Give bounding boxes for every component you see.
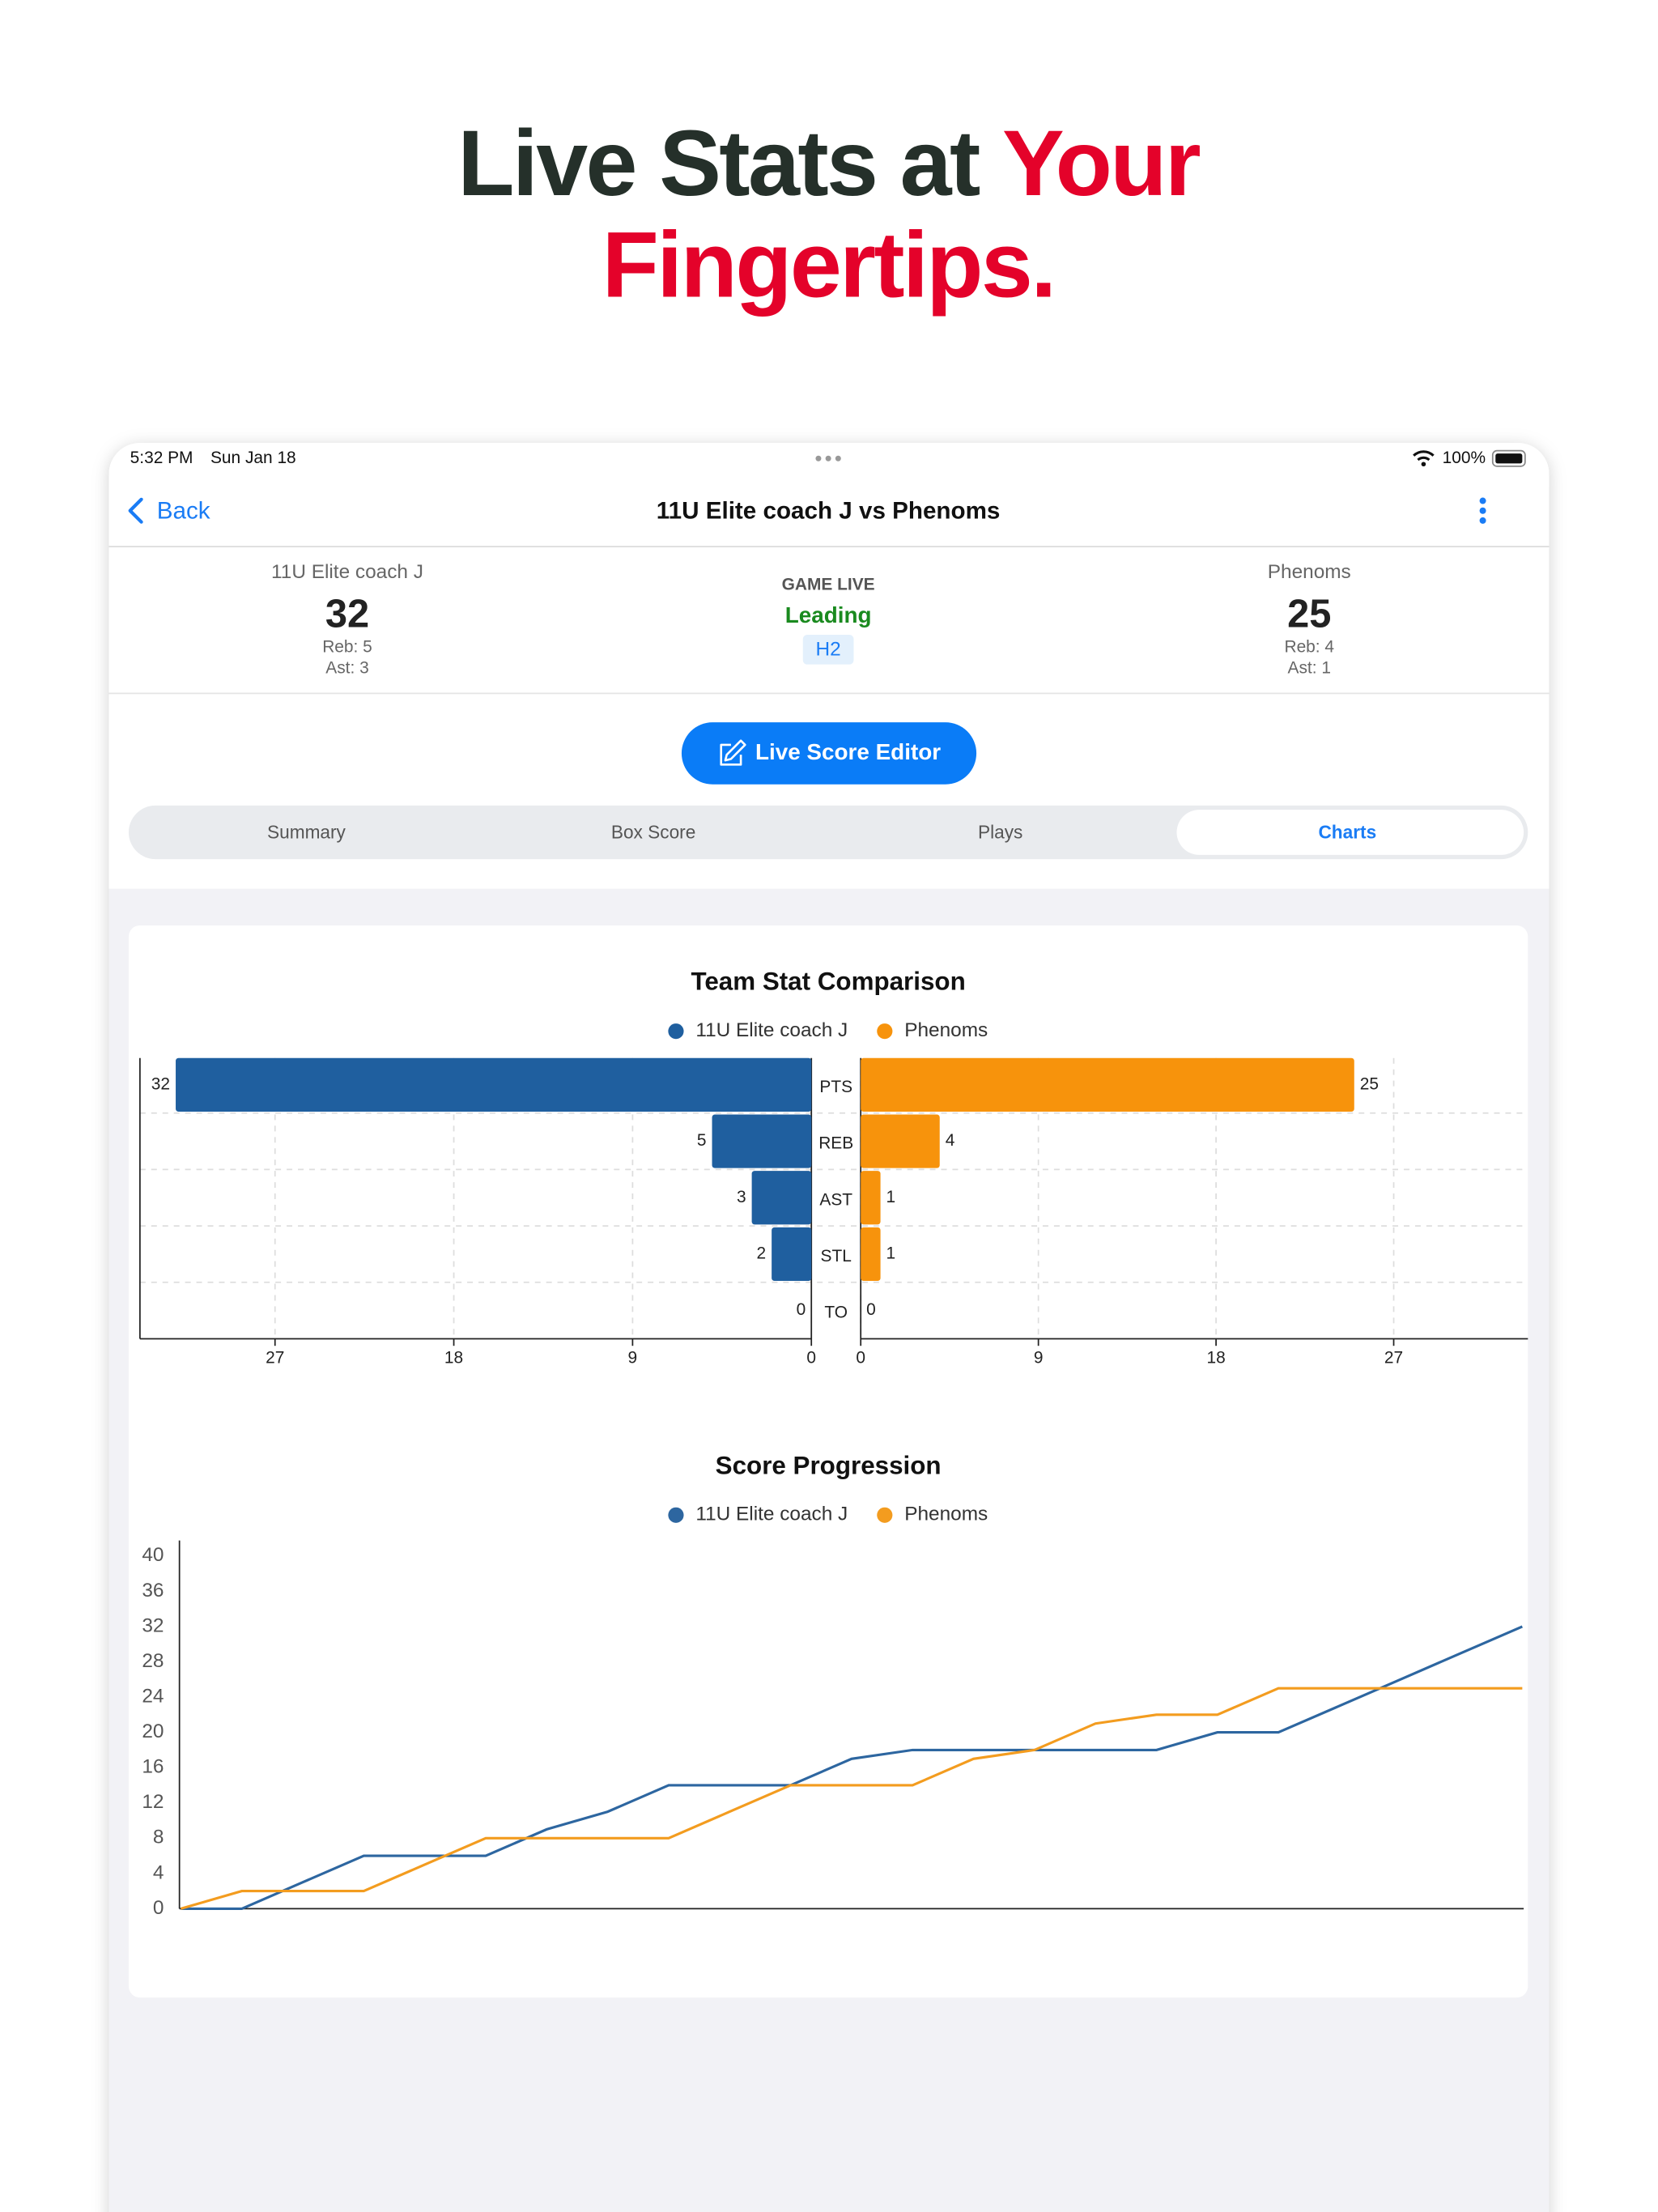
y-tick-label: 12 [142,1791,164,1813]
home-ast: Ast: 3 [325,658,368,677]
y-tick-label: 40 [142,1544,164,1566]
line-series [180,1687,1523,1910]
button-background [681,722,977,785]
tab[interactable]: Box Score [611,822,695,843]
battery-level [1495,453,1523,464]
headline-text: Live Stats at [457,112,980,215]
legend-swatch [668,1507,684,1523]
y-tick-label: 28 [142,1650,164,1672]
headline-line2: Fingertips. [602,214,1055,317]
legend-label: 11U Elite coach J [695,1504,848,1525]
legend-label: Phenoms [904,1504,988,1525]
away-score: 25 [1287,592,1331,636]
chart-title: Score Progression [716,1451,942,1479]
x-tick-label: 9 [1034,1348,1044,1367]
y-tick-label: 8 [153,1827,164,1848]
period-label: H2 [816,639,841,661]
x-tick-label: 27 [1384,1348,1403,1367]
legend-label: Phenoms [904,1019,988,1041]
tab[interactable]: Summary [267,822,346,843]
x-tick-label: 0 [856,1348,865,1367]
y-tick-label: 20 [142,1721,164,1742]
value-label: 0 [797,1300,806,1319]
more-menu[interactable] [1479,497,1486,524]
live-score-editor-button[interactable]: Live Score Editor [681,722,977,785]
y-tick-label: 4 [153,1861,164,1883]
legend-swatch [877,1507,893,1523]
home-score: 32 [325,592,369,636]
tab-bar [128,805,1528,860]
bar [751,1171,812,1225]
battery-outline [1491,449,1526,467]
tab[interactable]: Charts [1318,822,1376,843]
back-chevron [128,497,143,524]
button-label: Live Score Editor [755,739,941,764]
status-date: Sun Jan 18 [210,449,296,467]
value-label: 5 [697,1131,707,1150]
back-button[interactable]: Back [128,497,210,524]
category-label: TO [824,1304,848,1322]
bar [772,1227,812,1282]
x-tick-label: 18 [1206,1348,1225,1367]
status-battery: 100% [1443,449,1486,467]
bar [176,1057,812,1112]
y-tick-label: 0 [153,1897,164,1919]
value-label: 3 [737,1188,746,1206]
chart-card [128,925,1528,1998]
home-name: 11U Elite coach J [271,561,423,583]
value-label: 1 [886,1188,896,1206]
tab-selected-background [1176,810,1524,855]
game-status: GAME LIVE [782,576,875,594]
nav-title: 11U Elite coach J vs Phenoms [657,497,1001,524]
bar [712,1114,812,1168]
value-label: 4 [946,1131,955,1150]
headline: Live Stats at Your [457,112,1200,215]
away-reb: Reb: 4 [1284,637,1334,656]
period-badge [802,635,854,665]
x-tick-label: 9 [628,1348,638,1367]
edit-icon [720,739,746,766]
legend-swatch [877,1023,893,1040]
x-tick-label: 27 [266,1348,284,1367]
value-label: 32 [151,1074,170,1093]
multitask-dots [815,455,841,462]
legend-label: 11U Elite coach J [695,1019,848,1041]
y-tick-label: 32 [142,1614,164,1636]
value-label: 0 [866,1300,876,1319]
category-label: PTS [819,1078,852,1096]
y-tick-label: 24 [142,1685,164,1707]
line-series [181,1625,1523,1910]
bar [861,1057,1354,1112]
tab[interactable]: Plays [978,822,1022,843]
x-tick-label: 0 [806,1348,816,1367]
category-label: STL [821,1247,852,1266]
category-label: AST [819,1190,852,1209]
bar [861,1114,940,1168]
status-time: 5:32 PM [130,449,193,467]
legend-swatch [668,1023,684,1040]
value-label: 25 [1360,1074,1379,1093]
game-state: Leading [785,602,872,627]
back-label: Back [157,497,210,524]
y-tick-label: 36 [142,1580,164,1602]
value-label: 1 [886,1244,896,1262]
y-tick-label: 16 [142,1756,164,1778]
x-tick-label: 18 [444,1348,463,1367]
bar [861,1171,881,1225]
bar [861,1227,881,1282]
category-label: REB [818,1134,853,1153]
away-name: Phenoms [1268,561,1351,583]
wifi-icon [1413,450,1435,462]
value-label: 2 [757,1244,767,1262]
chart-title: Team Stat Comparison [691,968,966,996]
home-reb: Reb: 5 [322,637,372,656]
wifi-dot [1421,462,1426,467]
away-ast: Ast: 1 [1288,658,1331,677]
headline-highlight: Your [1002,112,1200,215]
